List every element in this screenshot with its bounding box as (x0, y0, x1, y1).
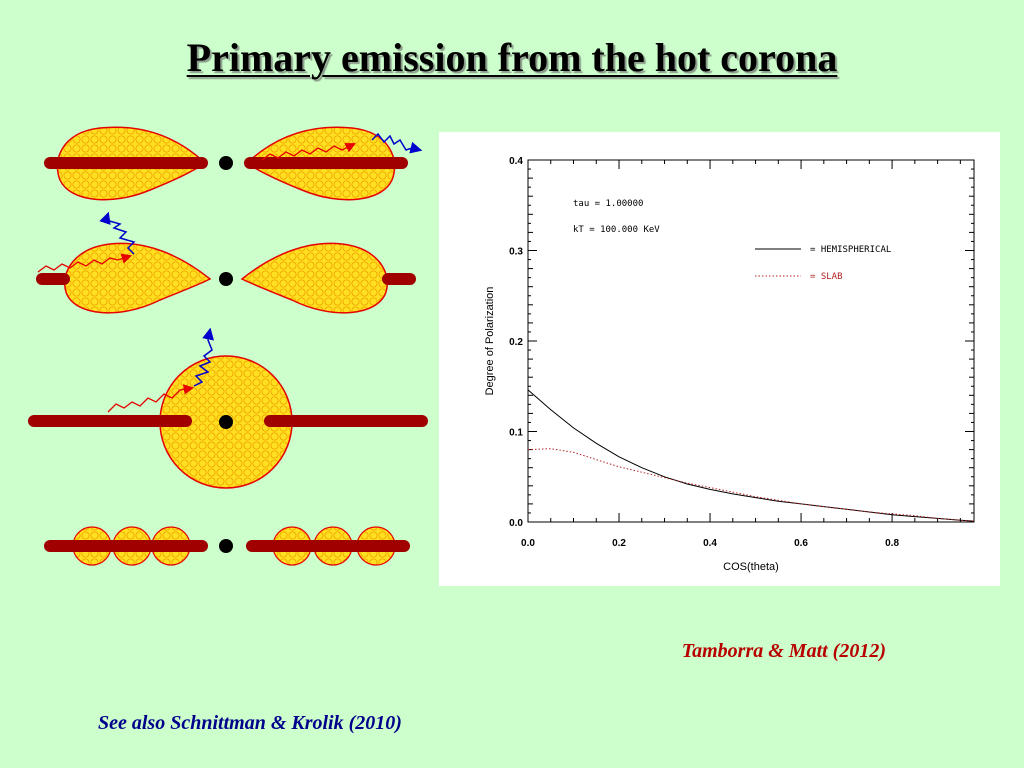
x-tick-label: 0.8 (885, 538, 899, 549)
legend-label-slab: = SLAB (810, 272, 843, 282)
black-hole (219, 415, 233, 429)
black-hole (219, 272, 233, 286)
x-tick-label: 0.6 (794, 538, 808, 549)
accretion-disk-left (44, 157, 208, 169)
slide-title: Primary emission from the hot corona (186, 35, 838, 80)
plot-frame (527, 159, 975, 523)
black-hole (219, 156, 233, 170)
y-tick-label: 0.3 (509, 247, 523, 258)
x-axis-title: COS(theta) (723, 561, 779, 573)
series-line-hemispherical (527, 389, 975, 522)
primary-photon-path (107, 384, 195, 413)
teardrop-geometry (44, 126, 423, 201)
primary-photon-path (37, 253, 132, 273)
scattered-photon-path (99, 211, 136, 255)
y-axis-ticks: 0.0 0.1 0.2 0.3 0.4 (509, 156, 974, 529)
corona-lobe-left (64, 242, 212, 314)
polarization-chart: 0.0 0.2 0.4 0.6 0.8 0.0 0.1 0.2 0.3 0.4 COS(thet… (484, 156, 975, 573)
scattered-photon-path (371, 132, 423, 154)
black-hole (219, 539, 233, 553)
corona-geometry-diagram (28, 126, 428, 566)
x-tick-label: 0.4 (703, 538, 717, 549)
legend-label-hemispherical: = HEMISPHERICAL (810, 245, 891, 255)
accretion-disk-right (246, 540, 410, 552)
series-layer (527, 389, 975, 522)
y-axis-title: Degree of Polarization (484, 287, 496, 396)
primary-photon-path (261, 143, 356, 161)
polarization-plot-panel: 0.0 0.2 0.4 0.6 0.8 0.0 0.1 0.2 0.3 0.4 COS(thet… (439, 132, 1000, 586)
citation-main: Tamborra & Matt (2012) (681, 640, 886, 662)
accretion-disk-right (244, 157, 408, 169)
y-tick-label: 0.0 (509, 518, 523, 529)
legend: = HEMISPHERICAL = SLAB (755, 245, 891, 282)
patchy-geometry (44, 526, 410, 566)
x-axis-ticks: 0.0 0.2 0.4 0.6 0.8 (521, 160, 961, 549)
y-tick-label: 0.4 (509, 156, 523, 167)
y-tick-label: 0.1 (509, 428, 523, 439)
corona-lobe-right (240, 242, 388, 314)
y-tick-label: 0.2 (509, 337, 523, 348)
annotation-tau: tau = 1.00000 (573, 199, 643, 209)
inner-teardrop-geometry (36, 211, 416, 314)
accretion-disk-left (36, 273, 70, 285)
citation-see-also: See also Schnittman & Krolik (2010) (98, 712, 402, 734)
accretion-disk-left (28, 415, 192, 427)
annotation-kt: kT = 100.000 KeV (573, 225, 660, 235)
scattered-photon-path (193, 327, 215, 387)
accretion-disk-right (382, 273, 416, 285)
x-tick-label: 0.0 (521, 538, 535, 549)
spherical-geometry (28, 327, 428, 489)
accretion-disk-right (264, 415, 428, 427)
accretion-disk-left (44, 540, 208, 552)
series-line-slab (527, 448, 975, 522)
x-tick-label: 0.2 (612, 538, 626, 549)
